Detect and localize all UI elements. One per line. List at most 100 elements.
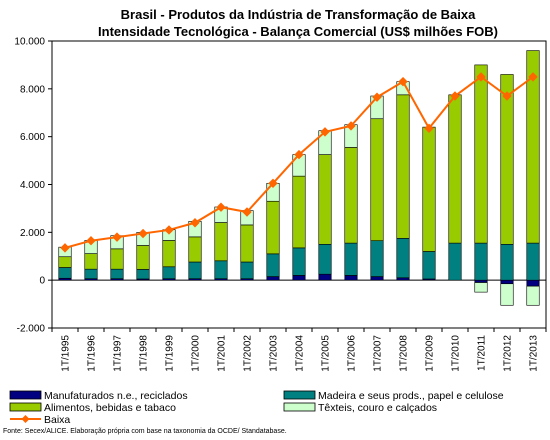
bar-segment — [396, 94, 410, 239]
bar-segment — [396, 277, 410, 281]
y-tick-label: 4.000 — [20, 180, 45, 191]
x-tick-label: 1T/2013 — [529, 335, 540, 372]
baixa-point — [294, 149, 304, 160]
legend-label: Baixa — [44, 414, 70, 426]
source-note: Fonte: Secex/ALICE. Elaboração própria c… — [3, 428, 287, 435]
bar-segment — [474, 282, 488, 293]
x-tick-label: 1T/2007 — [373, 335, 384, 372]
y-tick-label: 8.000 — [20, 84, 45, 95]
baixa-point — [190, 218, 200, 228]
bar-segment — [344, 147, 358, 244]
legend-swatch — [283, 402, 316, 412]
bar-segment — [500, 243, 514, 281]
x-tick-label: 1T/2004 — [295, 335, 306, 372]
x-tick-label: 1T/1996 — [87, 335, 98, 372]
bar-segment — [58, 267, 72, 279]
x-tick-label: 1T/2006 — [347, 335, 358, 372]
legend-swatch — [9, 402, 42, 412]
x-tick-label: 1T/2010 — [451, 335, 462, 372]
x-tick-label: 1T/2011 — [477, 335, 488, 371]
x-tick-label: 1T/2002 — [243, 335, 254, 372]
y-tick-label: 0 — [39, 276, 45, 287]
bar-segment — [214, 260, 228, 280]
bar-segment — [448, 242, 462, 281]
bar-segment — [162, 266, 176, 280]
y-tick-label: -2.000 — [17, 324, 46, 335]
legend-label: Madeira e seus prods., papel e celulose — [318, 390, 504, 402]
bar-segment — [266, 276, 280, 281]
bar-segment — [318, 154, 332, 245]
bar-segment — [110, 248, 124, 270]
bar-segment — [266, 253, 280, 277]
bar-segment — [318, 273, 332, 281]
bar-segment — [474, 279, 488, 283]
baixa-point — [216, 202, 226, 212]
bar-segment — [526, 50, 540, 244]
baixa-point — [424, 123, 434, 134]
bar-segment — [500, 283, 514, 306]
bar-segment — [162, 240, 176, 268]
baixa-point — [372, 92, 382, 102]
bar-segment — [188, 236, 202, 263]
bar-segment — [292, 247, 306, 276]
baixa-point — [164, 225, 174, 235]
x-tick-label: 1T/2005 — [321, 335, 332, 372]
baixa-point — [112, 232, 122, 242]
bar-segment — [526, 285, 540, 306]
bar-segment — [422, 251, 436, 280]
x-tick-label: 1T/2009 — [425, 335, 436, 372]
bar-segment — [448, 94, 462, 244]
baixa-point — [86, 235, 96, 246]
legend-label: Manufaturados n.e., reciclados — [44, 390, 188, 402]
baixa-point — [138, 228, 148, 239]
bar-segment — [84, 268, 98, 280]
y-tick-label: 2.000 — [20, 228, 45, 239]
bar-segment — [240, 261, 254, 280]
x-tick-label: 1T/1998 — [139, 335, 150, 372]
x-tick-label: 1T/2001 — [217, 335, 228, 372]
baixa-point — [242, 207, 252, 217]
bar-segment — [292, 175, 306, 249]
x-tick-label: 1T/1997 — [113, 335, 124, 372]
chart-title-line-1: Brasil - Produtos da Indústria de Transf… — [121, 7, 476, 22]
bar-segment — [318, 243, 332, 275]
legend-swatch — [9, 390, 42, 400]
bar-segment — [474, 64, 488, 244]
x-tick-label: 1T/1995 — [61, 335, 72, 372]
bar-segment — [136, 245, 150, 270]
legend-marker — [21, 415, 30, 423]
legend-swatch — [283, 390, 316, 400]
x-tick-label: 1T/2008 — [399, 335, 410, 372]
x-tick-label: 1T/1999 — [165, 335, 176, 372]
bar-segment — [110, 268, 124, 280]
bar-segment — [474, 242, 488, 281]
bar-segment — [422, 126, 436, 252]
bar-segment — [344, 275, 358, 281]
bar-segment — [370, 118, 384, 242]
baixa-point — [502, 91, 512, 101]
bar-segment — [396, 238, 410, 279]
chart-title-line-2: Intensidade Tecnológica - Balança Comerc… — [98, 24, 498, 39]
baixa-point — [476, 72, 486, 82]
bar-segment — [526, 279, 540, 287]
y-tick-label: 10.000 — [14, 37, 45, 48]
baixa-point — [346, 121, 356, 131]
baixa-point — [60, 243, 70, 253]
bar-segment — [500, 279, 514, 285]
bar-segment — [526, 242, 540, 281]
bar-segment — [240, 224, 254, 263]
bar-segment — [84, 253, 98, 270]
bar-segment — [292, 275, 306, 281]
bar-segment — [214, 222, 228, 262]
legend-label: Têxteis, couro e calçados — [318, 402, 437, 414]
x-tick-label: 1T/2003 — [269, 335, 280, 372]
baixa-point — [320, 127, 330, 137]
bar-segment — [370, 276, 384, 281]
x-tick-label: 1T/2000 — [191, 335, 202, 372]
x-tick-label: 1T/2012 — [503, 335, 514, 372]
baixa-point — [528, 72, 538, 82]
bar-segment — [136, 269, 150, 280]
bar-segment — [188, 261, 202, 280]
bar-segment — [266, 200, 280, 255]
